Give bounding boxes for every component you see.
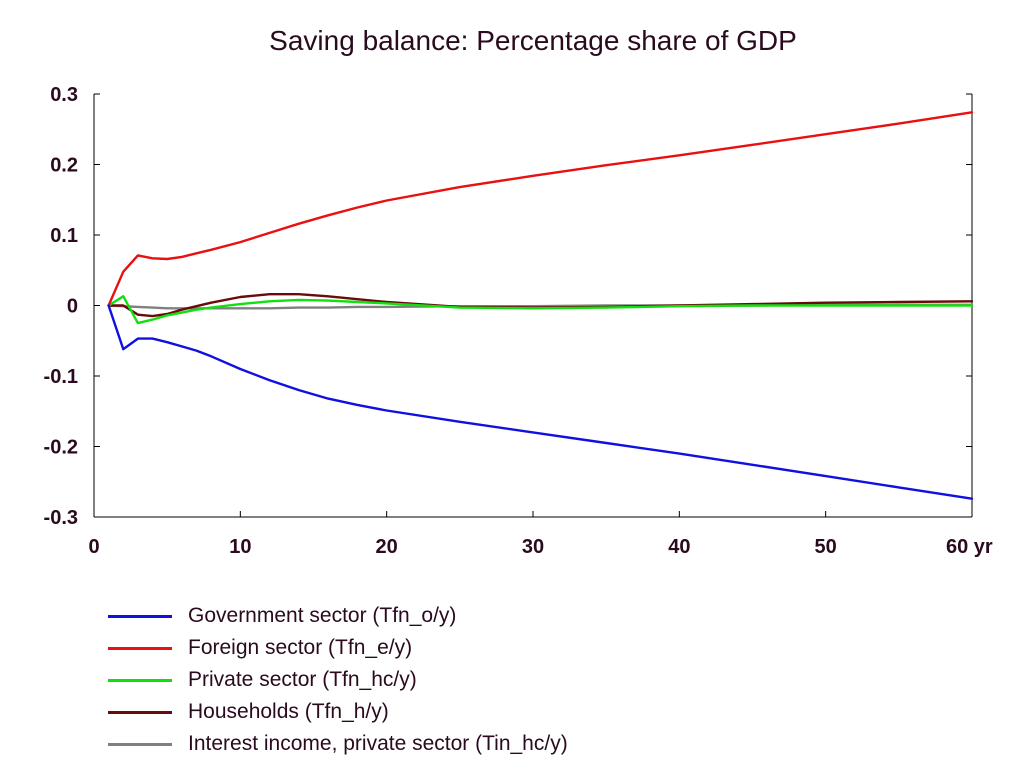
x-tick-label: 40 xyxy=(668,536,690,558)
legend-swatch xyxy=(108,678,172,682)
y-tick-label: -0.2 xyxy=(44,437,78,459)
legend-label: Foreign sector (Tfn_e/y) xyxy=(188,636,413,659)
x-tick-label: 50 xyxy=(815,536,837,558)
legend-item: Government sector (Tfn_o/y) xyxy=(108,600,568,632)
legend-swatch xyxy=(108,614,172,618)
legend-label: Households (Tfn_h/y) xyxy=(188,700,389,723)
legend-item: Foreign sector (Tfn_e/y) xyxy=(108,632,568,664)
x-tick-label: 0 xyxy=(88,536,99,558)
legend-item: Interest income, private sector (Tin_hc/… xyxy=(108,728,568,760)
chart: Saving balance: Percentage share of GDP … xyxy=(44,25,993,558)
x-tick-label: 10 xyxy=(229,536,251,558)
legend: Government sector (Tfn_o/y) Foreign secto… xyxy=(108,600,568,760)
legend-label: Government sector (Tfn_o/y) xyxy=(188,604,457,627)
x-tick-label: 20 xyxy=(376,536,398,558)
y-tick-label: 0 xyxy=(67,296,78,318)
x-tick-label: 30 xyxy=(522,536,544,558)
y-tick-label: -0.1 xyxy=(44,366,78,388)
y-tick-label: -0.3 xyxy=(44,507,78,529)
chart-title: Saving balance: Percentage share of GDP xyxy=(269,25,797,56)
legend-swatch xyxy=(108,742,172,746)
series-line-1 xyxy=(107,111,974,307)
legend-swatch xyxy=(108,710,172,714)
y-tick-label: 0.2 xyxy=(50,155,78,177)
legend-swatch xyxy=(108,646,172,650)
series-group xyxy=(107,111,974,500)
y-tick-label: 0.3 xyxy=(50,84,78,106)
legend-item: Private sector (Tfn_hc/y) xyxy=(108,664,568,696)
y-axis-ticks: 0.3 0.2 0.1 0 -0.1 -0.2 -0.3 xyxy=(44,84,972,529)
legend-item: Households (Tfn_h/y) xyxy=(108,696,568,728)
x-axis-ticks: 0 10 20 30 40 50 60 yr xyxy=(88,511,993,558)
legend-label: Private sector (Tfn_hc/y) xyxy=(188,668,417,691)
y-tick-label: 0.1 xyxy=(50,225,78,247)
series-line-2 xyxy=(107,295,974,325)
legend-label: Interest income, private sector (Tin_hc/… xyxy=(188,732,568,755)
series-line-0 xyxy=(107,304,974,500)
x-tick-label: 60 yr xyxy=(946,536,993,558)
